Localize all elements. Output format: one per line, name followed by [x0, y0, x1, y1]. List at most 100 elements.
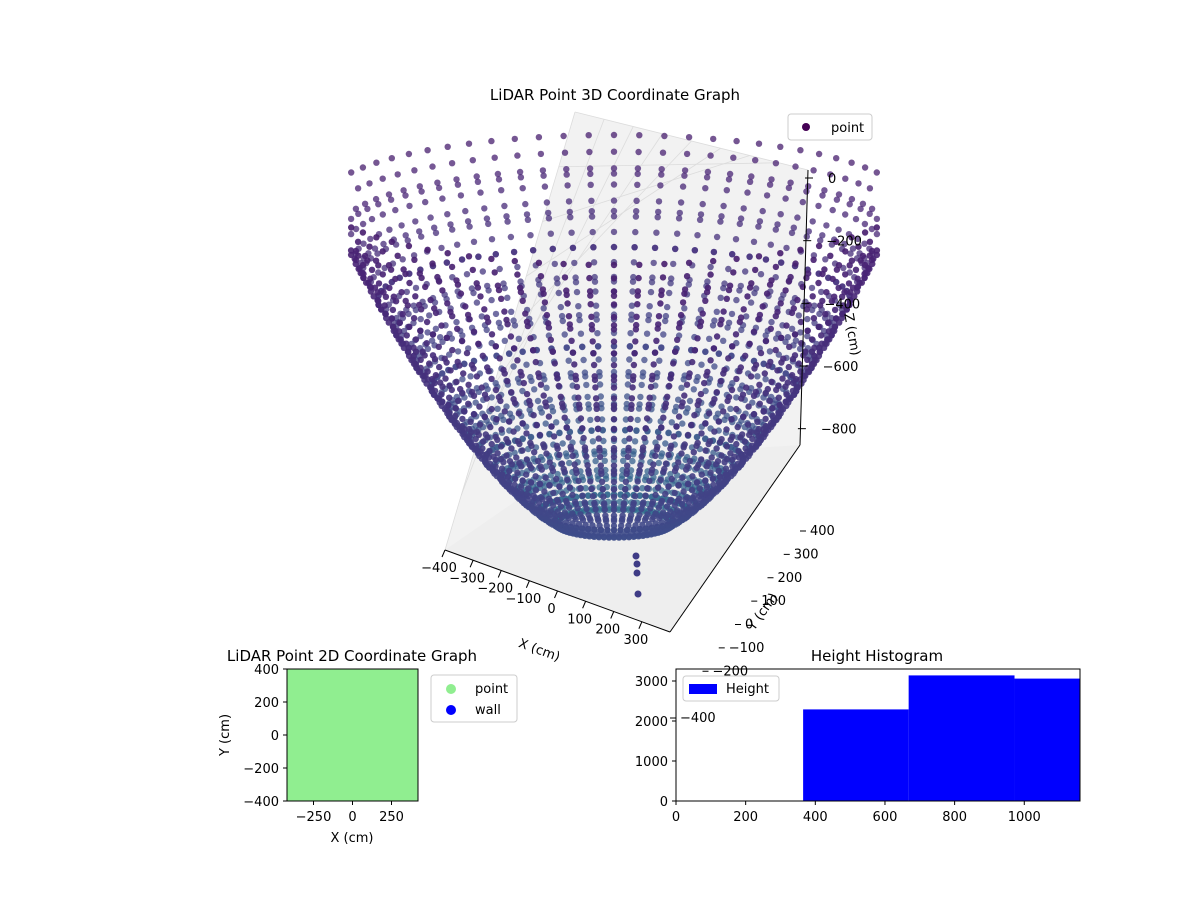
- data-point-3d: [626, 425, 634, 433]
- data-point-3d: [553, 442, 560, 449]
- data-point-3d: [402, 192, 409, 199]
- data-point-3d: [866, 185, 874, 192]
- data-point-3d: [694, 401, 701, 408]
- data-point-3d: [671, 467, 679, 475]
- data-point-3d: [849, 245, 857, 252]
- data-point-3d: [744, 293, 751, 300]
- data-point-3d: [634, 181, 641, 188]
- data-point-3d: [545, 209, 552, 217]
- grid-line-3d: [542, 155, 750, 222]
- legend-3d-label-point: point: [831, 121, 864, 136]
- data-point-3d: [683, 494, 691, 501]
- chart-3d-title: LiDAR Point 3D Coordinate Graph: [490, 86, 740, 104]
- data-point-3d: [563, 171, 570, 178]
- data-point-3d: [508, 389, 515, 396]
- data-point-3d: [659, 274, 667, 281]
- plot-histogram: Height Histogram 0 200 400 600 800 1000 0 1000…: [635, 647, 1081, 825]
- data-point-3d: [657, 182, 664, 189]
- data-point-3d: [658, 424, 665, 431]
- data-point-3d: [709, 487, 716, 494]
- data-point-3d: [536, 480, 544, 488]
- data-point-3d: [495, 176, 503, 183]
- data-point-3d: [424, 329, 431, 336]
- x-tick-3d: [610, 611, 615, 619]
- data-point-3d: [724, 397, 731, 405]
- data-point-3d: [446, 351, 453, 358]
- data-point-3d: [666, 382, 673, 390]
- data-point-3d: [610, 425, 618, 433]
- data-point-3d: [691, 247, 698, 254]
- data-point-3d: [851, 293, 858, 300]
- data-point-3d: [543, 384, 550, 391]
- legend-hist-frame: [682, 675, 780, 702]
- data-point-3d: [811, 302, 818, 309]
- data-point-3d: [660, 331, 667, 338]
- data-point-3d: [717, 321, 724, 328]
- data-point-3d: [805, 183, 812, 190]
- data-point-3d: [665, 483, 672, 490]
- data-point-3d: [569, 510, 576, 517]
- data-point-3d: [510, 345, 518, 352]
- data-point-3d: [710, 135, 717, 143]
- data-point-3d: [494, 405, 501, 412]
- data-point-3d: [668, 475, 675, 483]
- data-point-3d: [514, 271, 521, 278]
- data-point-3d: [777, 259, 785, 266]
- data-point-3d: [822, 311, 829, 318]
- data-point-3d: [635, 470, 643, 477]
- data-point-3d: [718, 452, 725, 459]
- data-point-3d: [744, 189, 751, 196]
- x-tick-label-3d: 300: [623, 633, 648, 648]
- y-tick-label-3d: 300: [794, 547, 819, 562]
- data-point-3d: [610, 313, 618, 321]
- data-point-3d: [444, 211, 451, 218]
- data-point-3d: [492, 433, 499, 441]
- data-point-3d: [438, 391, 445, 398]
- data-point-3d: [359, 164, 367, 171]
- data-point-3d: [635, 405, 643, 412]
- data-point-3d: [743, 313, 750, 320]
- data-point-3d: [431, 224, 438, 231]
- data-point-3d: [558, 460, 566, 467]
- data-point-3d: [444, 250, 451, 257]
- data-point-3d: [470, 238, 478, 245]
- legend-hist-marker-height: [689, 684, 717, 694]
- data-point-3d: [679, 474, 686, 481]
- data-point-3d: [483, 326, 490, 334]
- data-point-3d: [448, 160, 456, 167]
- data-point-3d: [629, 288, 636, 295]
- data-point-3d: [846, 297, 853, 305]
- grid-line-3d: [558, 162, 779, 168]
- data-point-3d: [446, 409, 453, 416]
- data-point-3d: [792, 260, 799, 267]
- data-point-3d: [657, 476, 664, 484]
- data-point-3d: [738, 326, 745, 334]
- data-point-3d: [774, 367, 781, 374]
- data-point-3d: [848, 257, 856, 264]
- data-point-3d: [592, 506, 599, 513]
- data-point-3d: [709, 322, 717, 329]
- data-point-3d: [610, 405, 618, 413]
- histogram-title: Height Histogram: [811, 647, 943, 665]
- legend-histogram: Height: [682, 675, 780, 702]
- data-point-3d: [432, 309, 440, 317]
- data-point-3d: [823, 222, 830, 229]
- data-point-3d: [477, 293, 484, 300]
- data-point-3d: [385, 262, 393, 269]
- data-point-3d: [639, 444, 647, 451]
- data-point-3d: [710, 257, 717, 265]
- data-point-3d: [546, 459, 553, 466]
- data-point-3d: [748, 280, 755, 287]
- data-point-3d: [493, 469, 501, 476]
- data-point-3d: [742, 445, 749, 452]
- data-point-3d: [636, 511, 643, 519]
- data-point-3d: [598, 416, 606, 423]
- data-point-3d: [424, 345, 432, 353]
- data-point-3d: [429, 163, 436, 170]
- data-point-3d: [691, 347, 698, 354]
- data-point-3d-outlier: [632, 552, 640, 560]
- data-point-3d: [416, 228, 423, 235]
- data-point-3d: [582, 521, 589, 528]
- data-point-3d: [492, 310, 500, 318]
- data-point-3d: [635, 148, 642, 156]
